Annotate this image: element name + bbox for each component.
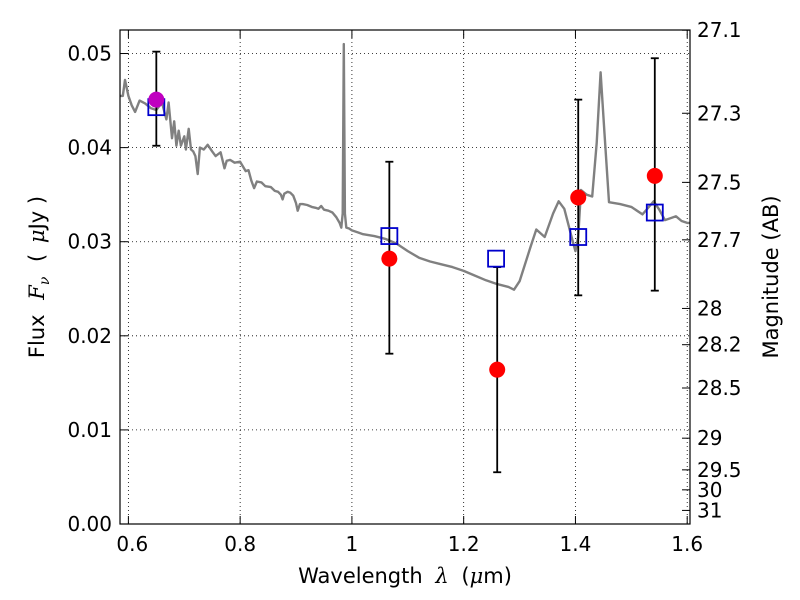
y-axis-label-symbol: F <box>25 284 49 301</box>
x-tick-label: 0.6 <box>116 532 148 556</box>
y2-tick-label: 27.7 <box>697 228 742 252</box>
y2-tick-label: 28.5 <box>697 376 742 400</box>
x-axis-label-text: Wavelength <box>298 564 423 588</box>
y-axis-label-symbol-sub: ν <box>37 276 53 285</box>
x-tick-label: 1 <box>346 532 359 556</box>
y-tick-label: 0.01 <box>67 418 112 442</box>
model-point <box>380 227 399 245</box>
x-axis-label-unit-open: ( <box>461 564 469 588</box>
optical-point <box>148 91 165 108</box>
y-axis-label-text: Flux <box>25 314 49 358</box>
observed-point <box>489 361 506 378</box>
x-axis-label-unit-rest: m) <box>483 564 512 588</box>
y2-tick-label: 29.5 <box>697 458 742 482</box>
x-axis-label: Wavelength λ (μm) <box>298 564 512 588</box>
y2-axis-label: Magnitude (AB) <box>759 195 783 358</box>
y2-tick-label: 29 <box>697 426 722 450</box>
y2-tick-label: 27.1 <box>697 18 742 42</box>
y-tick-label: 0.03 <box>67 230 112 254</box>
spectrum-line <box>120 42 690 291</box>
observed-point <box>381 250 398 267</box>
y-tick-label: 0.05 <box>67 42 112 66</box>
y-tick-label: 0.02 <box>67 324 112 348</box>
y-axis-label-unit-open: ( <box>25 254 49 262</box>
grid <box>120 30 690 524</box>
ticks-layer: 0.6 0.8 1 1.2 1.4 1.6 0.00 0.01 0.02 0.03 0.04 0.05… <box>67 18 741 556</box>
y2-tick-label: 31 <box>697 498 722 522</box>
y-axis-label: Flux Fν ( μJy ) <box>25 196 54 358</box>
y-tick-label: 0.00 <box>67 512 112 536</box>
y2-tick-label: 28.2 <box>697 333 742 357</box>
x-tick-label: 1.2 <box>448 532 480 556</box>
x-tick-label: 0.8 <box>224 532 256 556</box>
observed-point <box>570 189 587 206</box>
y2-tick-label: 28 <box>697 296 722 320</box>
observed-points-layer <box>148 91 663 378</box>
y-axis-label-unit-mu: μ <box>25 229 49 243</box>
x-axis-label-unit-mu: μ <box>470 564 484 588</box>
x-axis-label-symbol: λ <box>434 564 448 588</box>
y2-tick-label: 27.3 <box>697 101 742 125</box>
x-tick-label: 1.4 <box>560 532 592 556</box>
y-axis-label-unit-rest: Jy ) <box>25 196 49 232</box>
y2-tick-label: 30 <box>697 478 722 502</box>
y2-tick-label: 27.5 <box>697 170 742 194</box>
model-point <box>645 203 664 222</box>
plot-frame <box>119 29 691 525</box>
model-point <box>487 249 505 268</box>
x-tick-label: 1.6 <box>671 532 703 556</box>
model-point <box>569 228 588 246</box>
observed-point <box>646 167 663 184</box>
y-tick-label: 0.04 <box>67 136 112 160</box>
spectrum-layer <box>120 42 690 291</box>
